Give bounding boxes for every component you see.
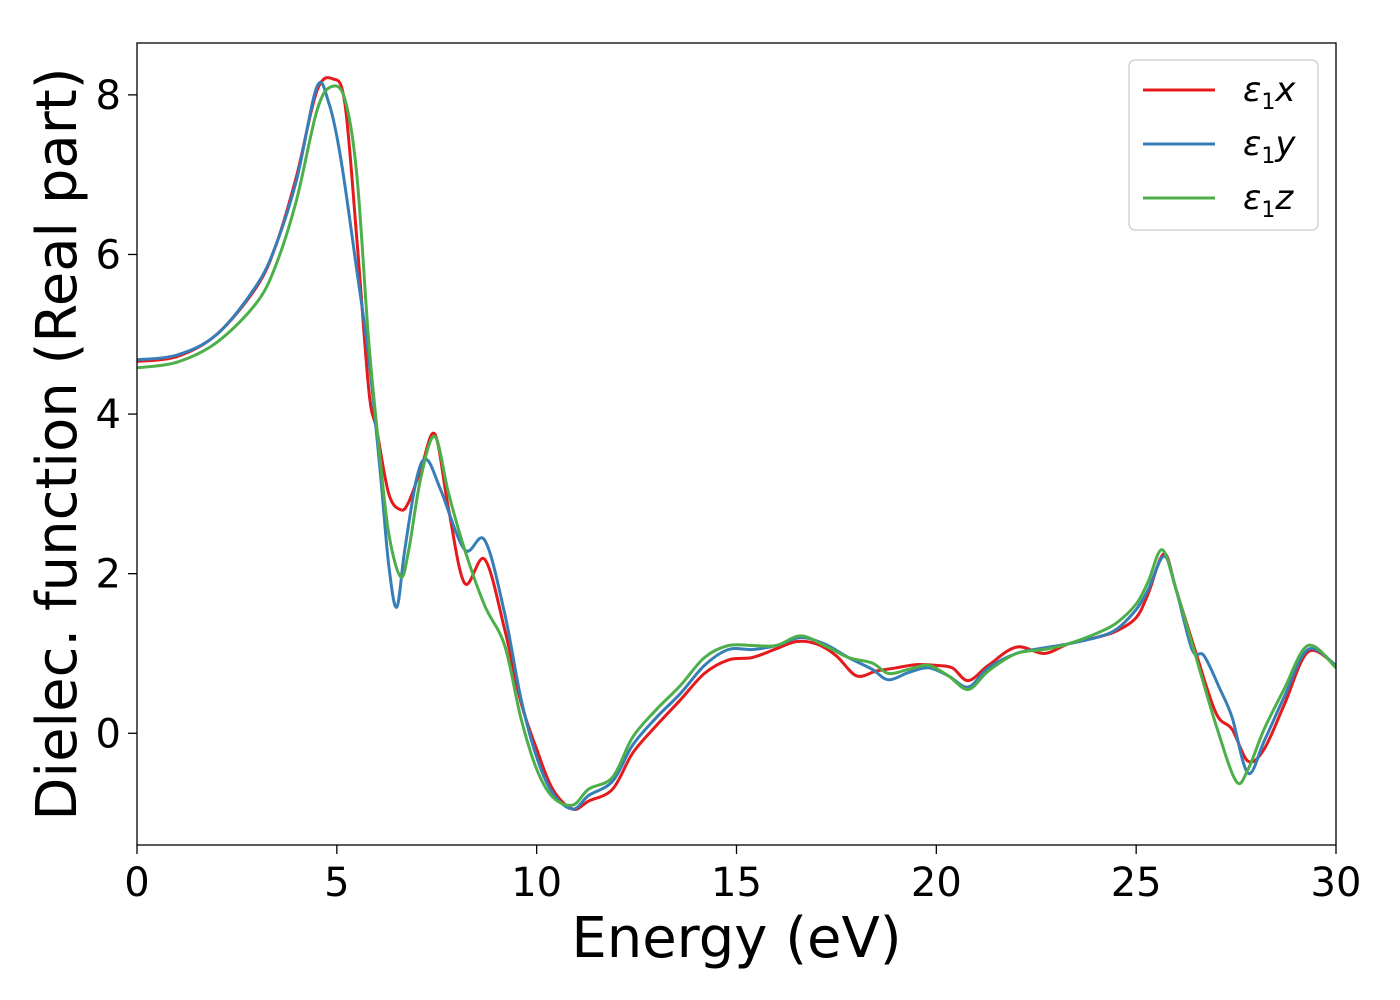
- y-tick-label: 8: [96, 73, 121, 119]
- x-axis-title: Energy (eV): [571, 906, 901, 971]
- legend-label-y: ε1y: [1243, 124, 1296, 169]
- legend-label-z: ε1z: [1243, 178, 1294, 223]
- y-tick-label: 6: [96, 232, 121, 278]
- x-tick-label: 5: [324, 860, 349, 906]
- series-line-z-line: [137, 84, 1336, 807]
- x-tick-label: 10: [511, 860, 562, 906]
- x-axis: 0 5 10 15 20 25 30: [124, 845, 1361, 906]
- y-axis-title: Dielec. function (Real part): [25, 67, 90, 820]
- x-tick-label: 30: [1311, 860, 1362, 906]
- y-tick-label: 4: [96, 392, 121, 438]
- y-tick-label: 2: [96, 552, 121, 598]
- x-tick-label: 0: [124, 860, 149, 906]
- x-tick-label: 25: [1111, 860, 1162, 906]
- series-layer: [137, 76, 1336, 811]
- y-axis: 0 2 4 6 8: [96, 73, 137, 757]
- legend-label-x: ε1x: [1243, 70, 1296, 115]
- y-tick-label: 0: [96, 711, 121, 757]
- legend-box: [1128, 59, 1319, 231]
- series-line-y-line: [137, 80, 1336, 811]
- legend: ε1x ε1y ε1z: [1128, 59, 1319, 231]
- x-tick-label: 15: [711, 860, 762, 906]
- x-tick-label: 20: [911, 860, 962, 906]
